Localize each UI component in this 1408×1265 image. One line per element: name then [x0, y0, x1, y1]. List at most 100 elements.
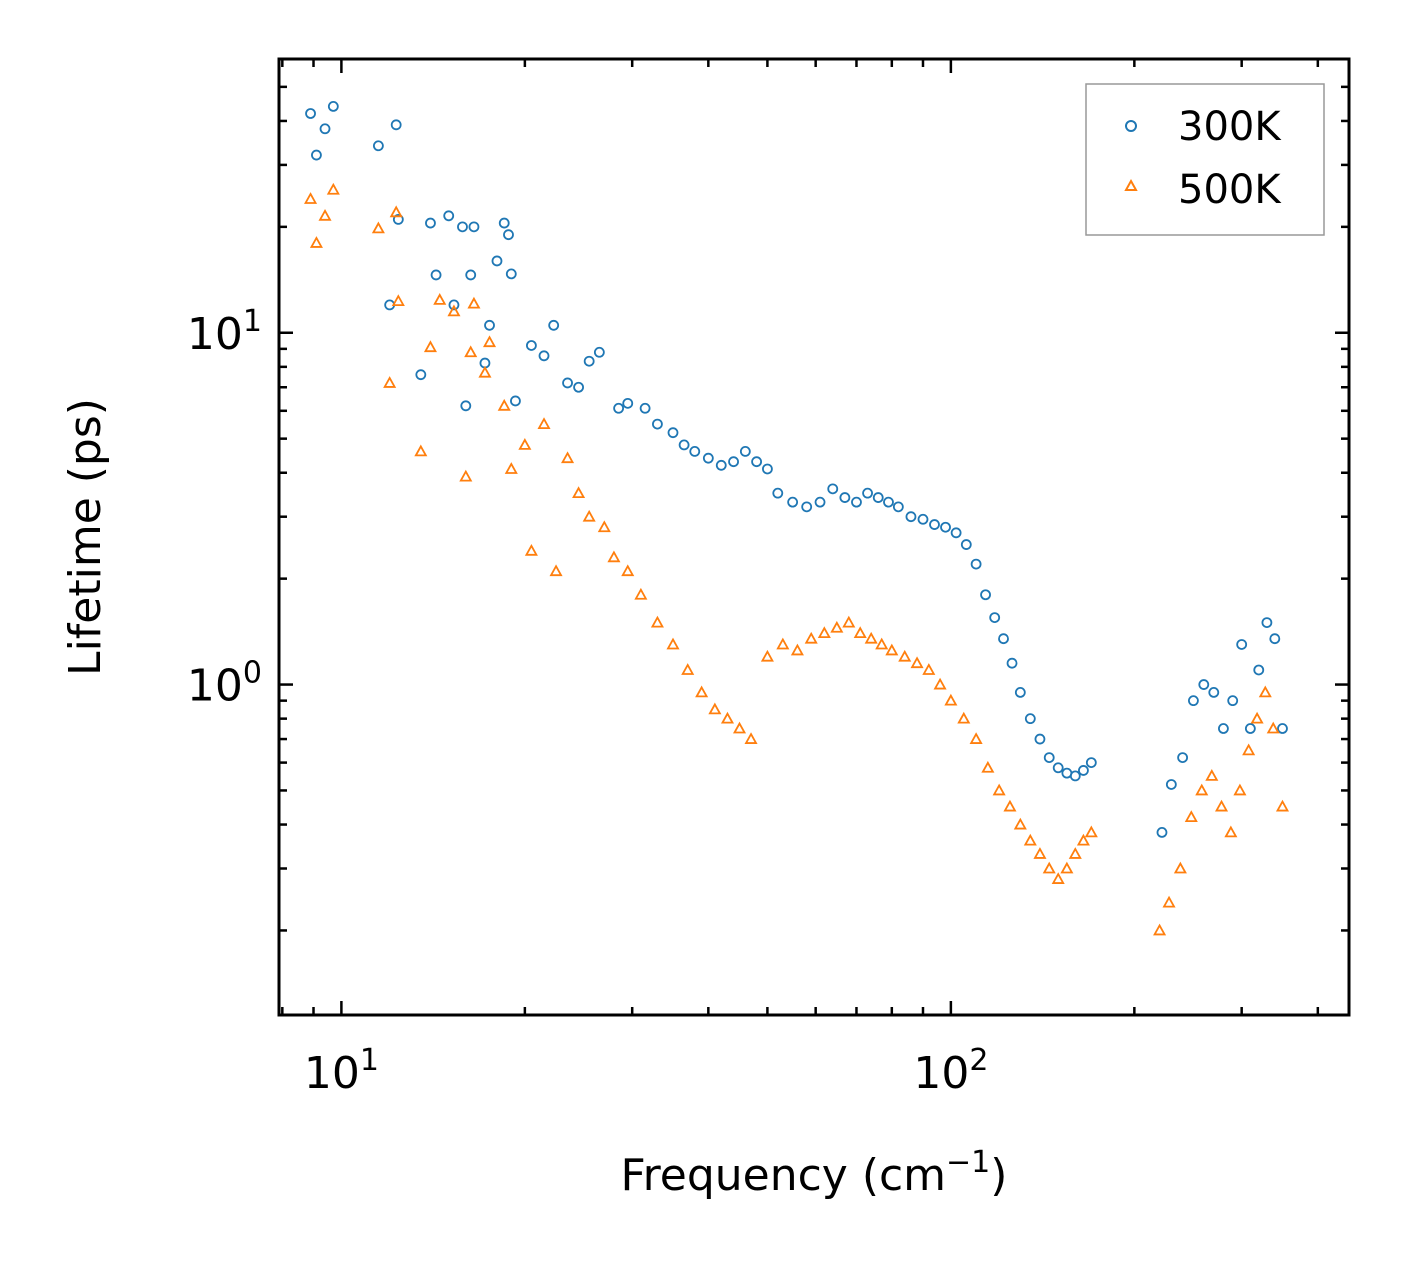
data-point-500k — [482, 335, 497, 348]
data-point-500k — [650, 615, 664, 628]
data-point-300k — [839, 492, 851, 503]
data-point-300k — [960, 539, 972, 550]
data-point-500k — [1173, 861, 1187, 874]
data-point-500k — [464, 345, 478, 358]
data-point-300k — [526, 340, 537, 351]
data-point-300k — [667, 427, 679, 439]
data-point-300k — [510, 395, 521, 407]
y-tick-labels: 100 101 — [187, 304, 262, 712]
data-point-300k — [1277, 723, 1288, 734]
data-point-300k — [562, 377, 573, 389]
y-tick-label: 101 — [187, 304, 262, 360]
data-point-500k — [1051, 872, 1065, 884]
data-point-500k — [969, 732, 983, 744]
data-point-500k — [1214, 799, 1229, 812]
data-point-500k — [842, 615, 856, 628]
data-point-300k — [1244, 723, 1256, 734]
data-point-300k — [484, 319, 495, 331]
data-point-300k — [1052, 762, 1064, 774]
plot-frame — [277, 57, 1351, 1017]
data-point-500k — [459, 469, 473, 482]
data-point-500k — [478, 365, 492, 378]
data-point-300k — [998, 633, 1009, 645]
data-point-500k — [695, 685, 709, 698]
data-point-500k — [1162, 895, 1176, 908]
data-point-500k — [1242, 743, 1256, 756]
data-point-500k — [830, 620, 844, 633]
data-point-300k — [1024, 713, 1036, 725]
data-point-500k — [1195, 783, 1209, 796]
data-point-500k — [1266, 721, 1280, 734]
data-point-500k — [1275, 799, 1290, 812]
data-point-300k — [639, 402, 651, 414]
data-point-500k — [383, 376, 397, 388]
data-point-300k — [827, 483, 839, 495]
data-point-300k — [505, 268, 517, 280]
x-tick-label: 101 — [304, 1043, 379, 1099]
data-point-300k — [739, 445, 751, 457]
data-point-500k — [981, 760, 995, 773]
data-point-500k — [1233, 783, 1247, 796]
data-point-500k — [1153, 923, 1167, 936]
data-point-300k — [652, 418, 663, 430]
data-point-500k — [666, 637, 680, 650]
data-point-500k — [607, 550, 621, 563]
data-point-500k — [922, 663, 936, 675]
data-point-500k — [447, 304, 461, 317]
data-point-500k — [1060, 861, 1074, 874]
data-point-300k — [883, 496, 894, 508]
data-point-500k — [1224, 825, 1238, 838]
data-point-300k — [305, 108, 316, 119]
y-axis-title: Lifetime (ps) — [60, 398, 111, 676]
data-point-300k — [503, 229, 514, 241]
data-point-300k — [862, 487, 873, 499]
data-point-300k — [940, 521, 951, 533]
data-point-500k — [1003, 799, 1017, 812]
data-point-500k — [804, 631, 818, 644]
data-point-500k — [549, 564, 563, 577]
data-point-500k — [561, 451, 575, 464]
data-point-300k — [457, 221, 468, 233]
x-tick-labels: 101 102 — [304, 1043, 989, 1099]
data-point-300k — [851, 496, 862, 508]
data-point-300k — [1269, 633, 1281, 645]
legend-label-300k: 300K — [1178, 104, 1282, 150]
legend-marker-500k — [1124, 178, 1138, 191]
data-point-300k — [1236, 639, 1248, 650]
data-point-300k — [1078, 765, 1089, 776]
data-point-500k — [414, 444, 428, 457]
data-point-300k — [548, 319, 560, 331]
data-point-500k — [524, 543, 538, 556]
data-point-500k — [957, 711, 971, 724]
data-point-300k — [538, 350, 550, 362]
data-point-500k — [497, 398, 511, 411]
data-point-300k — [1208, 686, 1220, 698]
data-point-500k — [933, 677, 947, 690]
data-point-500k — [853, 626, 867, 639]
data-point-300k — [319, 123, 331, 135]
data-point-300k — [390, 119, 402, 131]
data-point-300k — [1043, 752, 1055, 763]
data-point-500k — [732, 721, 747, 734]
data-point-500k — [634, 587, 648, 600]
data-point-300k — [814, 496, 826, 508]
data-point-300k — [613, 402, 625, 414]
data-point-500k — [720, 711, 735, 724]
data-point-500k — [1076, 833, 1090, 846]
data-point-300k — [491, 255, 503, 267]
series-500k — [304, 182, 1290, 936]
data-point-500k — [1068, 847, 1082, 859]
data-point-500k — [1033, 847, 1047, 859]
legend-box — [1085, 83, 1325, 236]
data-point-500k — [326, 182, 340, 195]
data-point-500k — [1013, 817, 1027, 830]
data-point-300k — [372, 140, 384, 152]
data-point-300k — [1165, 779, 1177, 790]
data-point-500k — [433, 293, 447, 305]
data-point-500k — [597, 520, 611, 533]
data-point-300k — [950, 527, 962, 539]
data-point-300k — [1085, 757, 1097, 768]
data-point-500k — [572, 486, 586, 499]
series-layer — [304, 100, 1290, 936]
data-point-300k — [751, 456, 762, 468]
